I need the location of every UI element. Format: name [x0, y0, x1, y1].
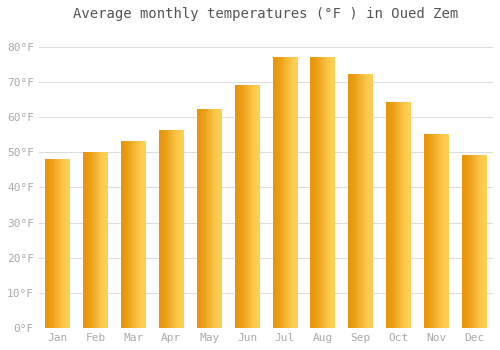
Title: Average monthly temperatures (°F ) in Oued Zem: Average monthly temperatures (°F ) in Ou…: [74, 7, 458, 21]
